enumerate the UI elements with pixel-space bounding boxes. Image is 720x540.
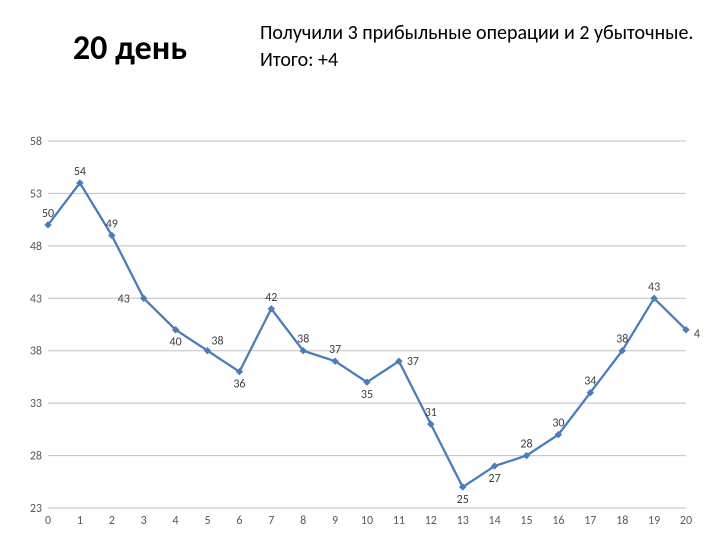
- page-subtitle: Получили 3 прибыльные операции и 2 убыто…: [260, 20, 720, 74]
- x-tick-label: 10: [361, 514, 373, 528]
- data-point-label: 49: [106, 217, 118, 231]
- x-tick-label: 6: [236, 514, 242, 528]
- data-point-label: 25: [457, 493, 469, 507]
- data-point-label: 38: [616, 333, 628, 347]
- x-tick-label: 20: [680, 514, 692, 528]
- data-point-label: 37: [407, 355, 419, 369]
- data-point-label: 38: [297, 333, 309, 347]
- data-point-label: 54: [74, 165, 86, 179]
- data-point-label: 35: [361, 388, 373, 402]
- x-tick-label: 18: [616, 514, 628, 528]
- data-point-label: 43: [648, 280, 660, 294]
- y-tick-label: 48: [30, 240, 42, 254]
- x-tick-label: 3: [141, 514, 147, 528]
- data-point-label: 34: [584, 375, 596, 389]
- data-point-label: 50: [42, 207, 54, 221]
- data-point-label: 28: [520, 438, 532, 452]
- y-tick-label: 38: [30, 345, 42, 359]
- data-point-label: 40: [694, 328, 700, 342]
- data-point-label: 40: [170, 336, 182, 350]
- data-point-label: 30: [552, 417, 564, 431]
- y-tick-label: 53: [30, 187, 42, 201]
- x-tick-label: 1: [77, 514, 83, 528]
- x-tick-label: 16: [552, 514, 564, 528]
- data-point-label: 38: [211, 335, 223, 349]
- x-tick-label: 17: [584, 514, 596, 528]
- data-point-label: 37: [329, 343, 341, 357]
- data-point-label: 31: [425, 406, 437, 420]
- x-tick-label: 2: [109, 514, 115, 528]
- x-tick-label: 7: [268, 514, 274, 528]
- line-chart: 2328333843485358012345678910111213141516…: [20, 135, 700, 530]
- x-tick-label: 12: [425, 514, 437, 528]
- x-tick-label: 13: [457, 514, 469, 528]
- y-tick-label: 33: [30, 397, 42, 411]
- x-tick-label: 15: [520, 514, 532, 528]
- x-tick-label: 11: [393, 514, 405, 528]
- x-tick-label: 9: [332, 514, 338, 528]
- data-line: [48, 183, 686, 487]
- x-tick-label: 0: [45, 514, 51, 528]
- data-point-label: 42: [265, 291, 277, 305]
- x-tick-label: 5: [204, 514, 210, 528]
- data-point-label: 43: [118, 292, 130, 306]
- x-tick-label: 8: [300, 514, 306, 528]
- x-tick-label: 19: [648, 514, 660, 528]
- y-tick-label: 28: [30, 450, 42, 464]
- subtitle-line1: Получили 3 прибыльные операции и 2 убыто…: [260, 21, 693, 45]
- data-point-label: 36: [233, 378, 245, 392]
- y-tick-label: 58: [30, 135, 42, 149]
- x-tick-label: 4: [173, 514, 179, 528]
- y-tick-label: 23: [30, 502, 42, 516]
- x-tick-label: 14: [489, 514, 501, 528]
- subtitle-line2: Итого: +4: [260, 48, 338, 72]
- y-tick-label: 43: [30, 292, 42, 306]
- data-point-label: 27: [489, 472, 501, 486]
- page-title: 20 день: [0, 20, 260, 74]
